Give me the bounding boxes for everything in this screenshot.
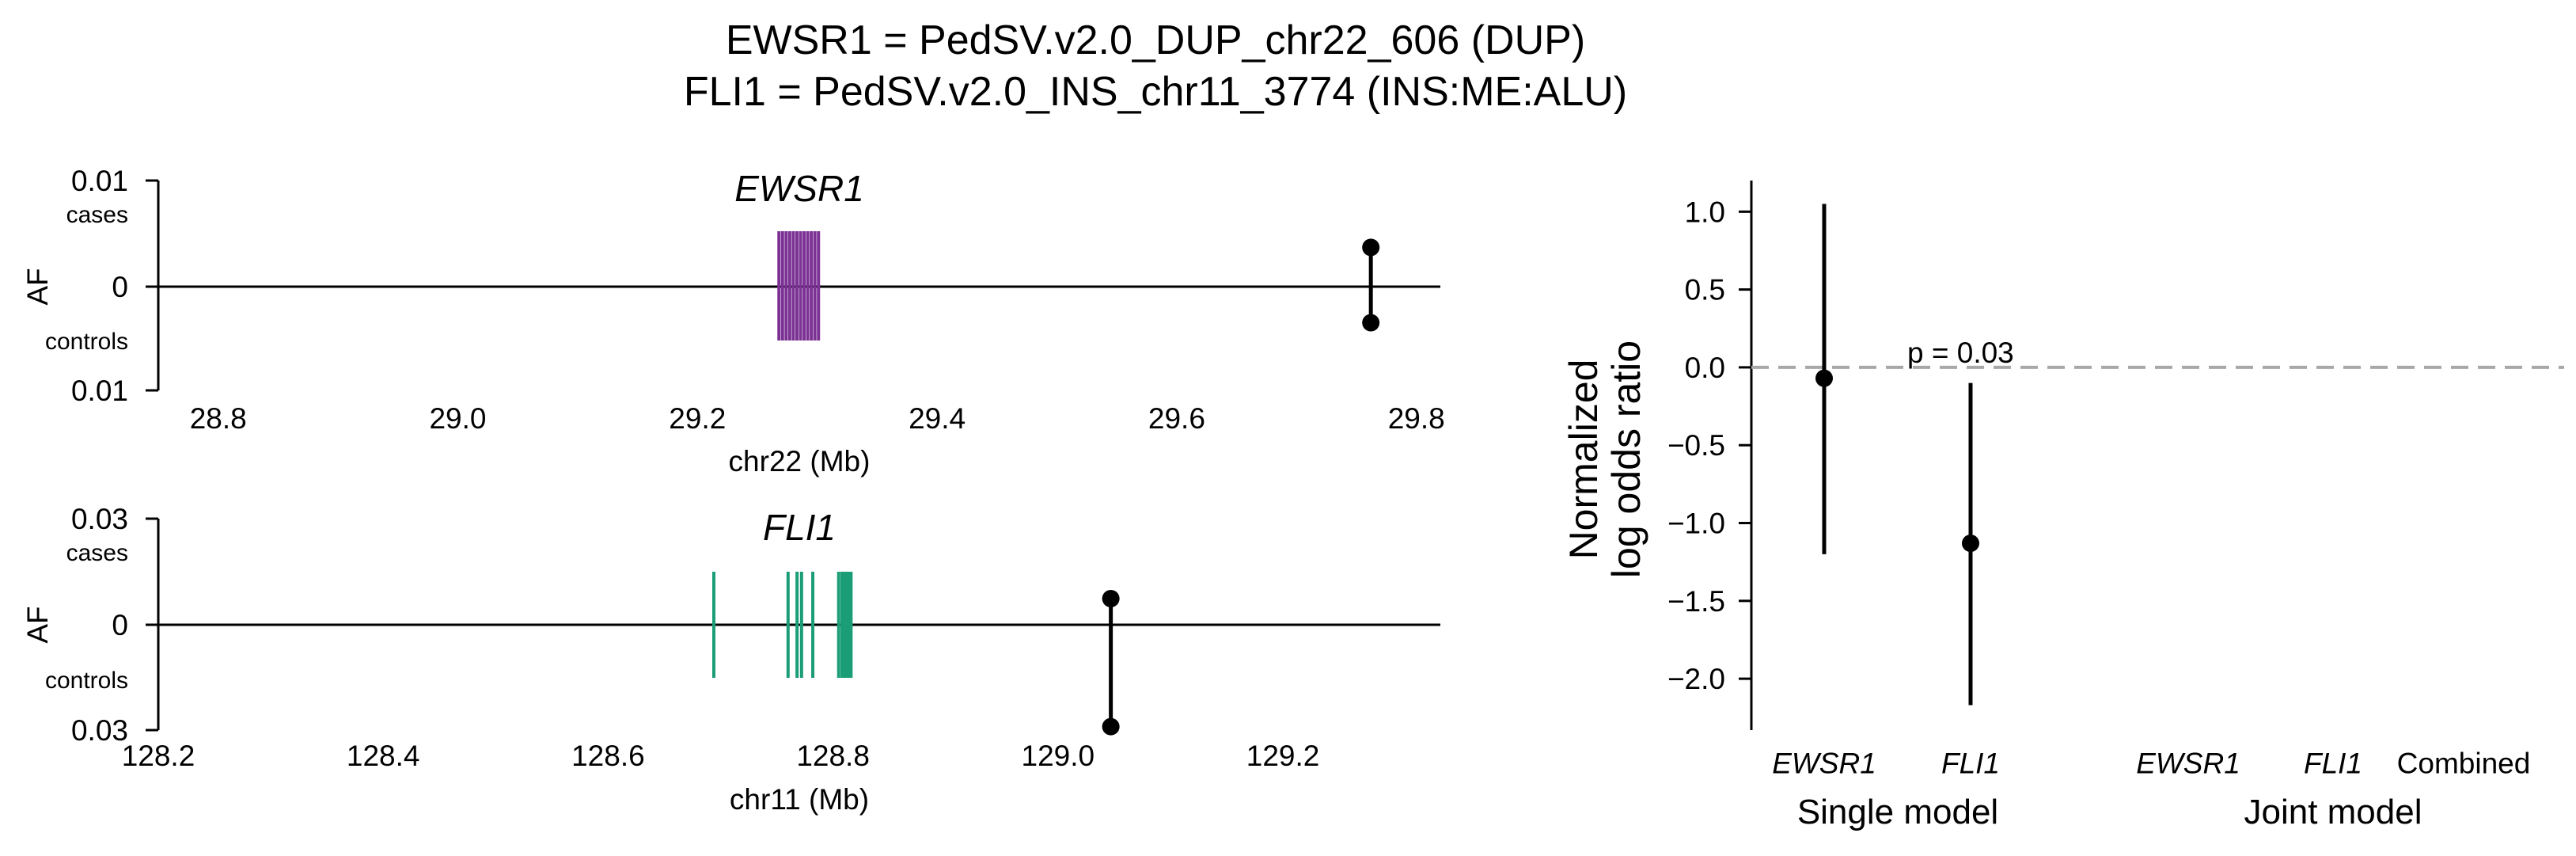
fli1-exons: [712, 572, 853, 678]
or-category-label-4: Combined: [2397, 747, 2531, 779]
ewsr1-xtick-label: 29.0: [429, 402, 486, 435]
ewsr1-variant: [1362, 238, 1380, 332]
or-ylabel-line1: Normalized: [1561, 360, 1606, 560]
fli1-x-axis-ticks: 128.2 128.4 128.6 128.8 129.0 129.2: [122, 740, 1320, 772]
odds-ratio-panel: 1.0 0.5 0.0 −0.5 −1.0 −1.5 −2.0 Normalized log…: [1561, 181, 2564, 831]
or-group-label-joint: Joint model: [2244, 793, 2422, 831]
or-category-label-0: EWSR1: [1772, 747, 1876, 779]
fli1-ytick-bottom-label: 0.03: [71, 714, 128, 747]
or-estimate-point: [1815, 369, 1833, 387]
ewsr1-xtick-label: 29.4: [909, 402, 966, 435]
ewsr1-ylabel: AF: [21, 268, 54, 305]
or-ytick-label: 0.0: [1685, 352, 1725, 384]
fli1-xtick-label: 129.2: [1246, 740, 1320, 772]
fli1-ylabel: AF: [21, 606, 54, 643]
fli1-ytick-top-label: 0.03: [71, 503, 128, 535]
fli1-ytick-controls-label: controls: [45, 668, 128, 694]
ewsr1-variant-cases-point: [1362, 238, 1380, 257]
ewsr1-x-axis-ticks: 28.8 29.0 29.2 29.4 29.6 29.8: [190, 402, 1445, 435]
or-ytick-label: 1.0: [1685, 196, 1725, 228]
or-ytick-label: −1.0: [1667, 508, 1725, 540]
ewsr1-xtick-label: 29.2: [669, 402, 726, 435]
or-y-axis-ticks: 1.0 0.5 0.0 −0.5 −1.0 −1.5 −2.0: [1667, 196, 1751, 695]
or-category-label-3: FLI1: [2304, 747, 2362, 779]
fli1-ytick-cases-label: cases: [66, 540, 128, 566]
or-category-label-1: FLI1: [1941, 747, 2000, 779]
ewsr1-ytick-controls-label: controls: [45, 329, 128, 355]
or-estimate-point: [1962, 535, 1979, 553]
fli1-xtick-label: 129.0: [1022, 740, 1095, 772]
or-p-value-annotation: p = 0.03: [1907, 337, 2014, 369]
or-ytick-label: −2.0: [1667, 663, 1725, 695]
or-group-label-single: Single model: [1797, 793, 1998, 831]
or-estimates: [1815, 204, 1979, 706]
ewsr1-ytick-bottom-label: 0.01: [71, 375, 128, 407]
ewsr1-xtick-label: 28.8: [190, 402, 247, 435]
ewsr1-locus-panel: 0.01 cases 0 controls 0.01 AF EWSR1 28.8…: [21, 165, 1445, 477]
fli1-locus-panel: 0.03 cases 0 controls 0.03 AF FLI1 128.2…: [21, 503, 1440, 816]
ewsr1-ytick-top-label: 0.01: [71, 165, 128, 197]
ewsr1-xtick-label: 29.8: [1388, 402, 1445, 435]
fli1-gene-label: FLI1: [763, 507, 836, 548]
fli1-variant-controls-point: [1102, 717, 1120, 736]
ewsr1-variant-controls-point: [1362, 314, 1380, 332]
or-category-label-2: EWSR1: [2136, 747, 2240, 779]
ewsr1-exons: [777, 231, 821, 340]
fli1-xlabel: chr11 (Mb): [730, 783, 869, 816]
fli1-variant: [1102, 589, 1120, 736]
or-ylabel-line2: log odds ratio: [1604, 340, 1648, 578]
fli1-xtick-label: 128.4: [347, 740, 420, 772]
or-ytick-label: −1.5: [1667, 585, 1725, 618]
or-ytick-label: −0.5: [1667, 429, 1725, 462]
fli1-xtick-label: 128.2: [122, 740, 195, 772]
figure-title-line2: FLI1 = PedSV.v2.0_INS_chr11_3774 (INS:ME…: [684, 69, 1627, 115]
ewsr1-xtick-label: 29.6: [1148, 402, 1205, 435]
ewsr1-gene-label: EWSR1: [734, 168, 864, 209]
ewsr1-xlabel: chr22 (Mb): [729, 445, 871, 477]
ewsr1-ytick-cases-label: cases: [66, 202, 128, 228]
fli1-ytick-mid-label: 0: [112, 609, 128, 641]
ewsr1-ytick-mid-label: 0: [112, 271, 128, 303]
figure-title-line1: EWSR1 = PedSV.v2.0_DUP_chr22_606 (DUP): [726, 17, 1585, 63]
fli1-xtick-label: 128.8: [796, 740, 870, 772]
fli1-xtick-label: 128.6: [571, 740, 645, 772]
fli1-variant-cases-point: [1102, 589, 1120, 607]
or-ytick-label: 0.5: [1685, 274, 1725, 306]
